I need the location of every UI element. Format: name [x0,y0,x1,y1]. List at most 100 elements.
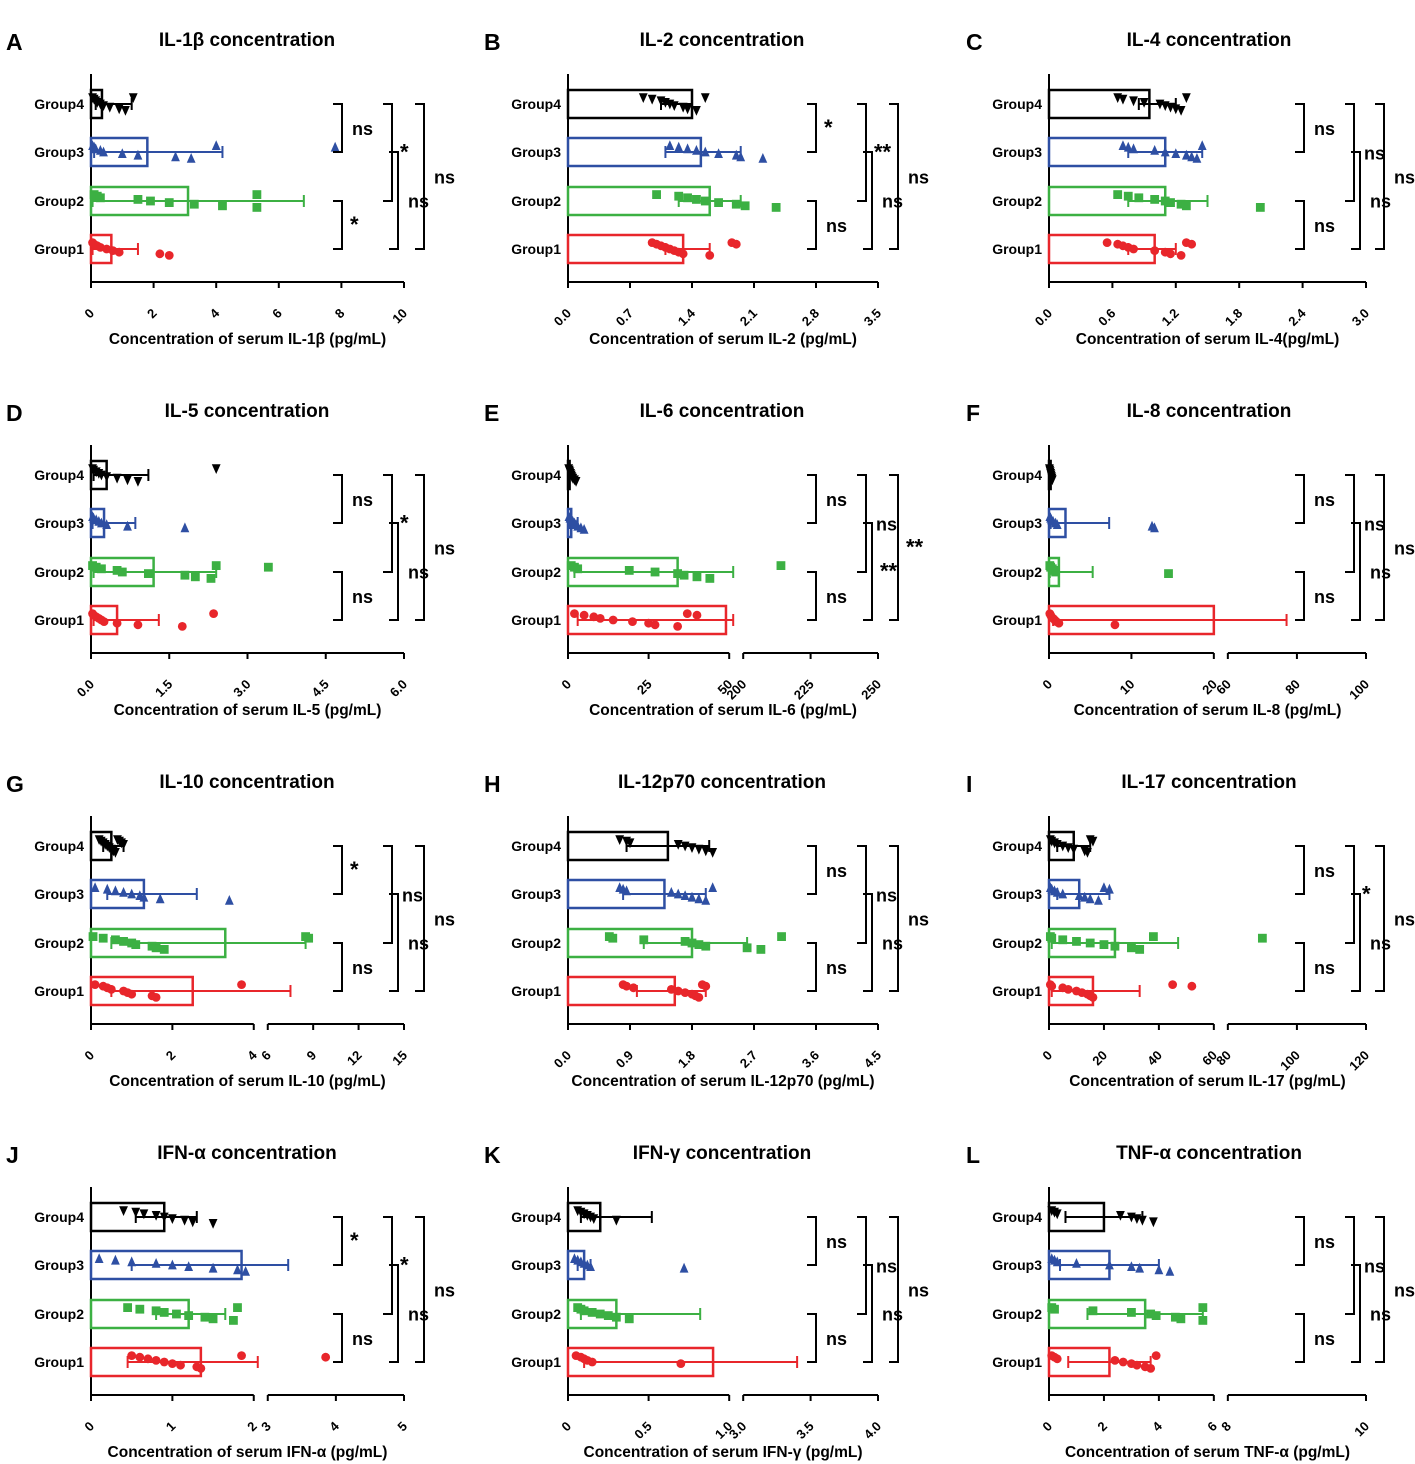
data-point [586,1261,595,1271]
chart-panel-b: B IL-2 concentration 0.0 0.7 1.4 2.1 2.8 3.5Con… [484,29,929,348]
significance-bracket [1295,1313,1305,1363]
data-point [330,141,340,152]
category-label: Group4 [992,467,1042,483]
x-axis-label: Concentration of serum IL-5 (pg/mL) [114,702,382,719]
data-point [692,145,701,155]
data-point [211,140,221,150]
data-point [180,570,190,580]
x-tick-label: 2 [163,1048,179,1064]
data-point [91,562,101,572]
data-point [1135,945,1145,954]
data-point [700,93,710,103]
chart-panel-c: C IL-4 concentration 0.0 0.6 1.2 1.8 2.4 3.0 Con… [966,29,1415,348]
significance-bracket [889,474,899,621]
category-label: Group4 [34,1209,84,1225]
x-tick-label: 60 [1213,677,1234,698]
x-axis-label: Concentration of serum IL-1β (pg/mL) [109,331,386,348]
data-point [665,140,675,150]
significance-bracket [889,103,899,250]
data-point [666,985,676,994]
x-tick-label: 2.4 [1285,305,1309,329]
significance-label: * [400,1253,409,1278]
data-point [304,933,314,943]
data-point [570,609,579,618]
data-point [127,888,137,899]
significance-label: ns [352,490,373,510]
data-point [1116,1211,1125,1221]
x-tick-label: 3.5 [861,306,884,329]
data-point [692,610,702,620]
data-point [159,945,169,954]
data-point [139,1209,149,1220]
data-point [159,1357,169,1367]
data-point [611,1312,621,1322]
data-point [121,106,130,116]
x-tick-label: 80 [1282,677,1303,698]
data-point [1197,140,1207,150]
data-point [705,251,715,260]
x-tick-label: 20 [1089,1048,1110,1069]
data-point [683,193,692,203]
data-point [1118,140,1128,150]
data-point [252,190,262,199]
panel-letter: F [966,400,980,426]
x-tick-label: 2.8 [799,306,822,329]
x-tick-label: 1.2 [1159,306,1182,329]
data-point [159,1308,169,1317]
significance-bracket [857,103,867,202]
significance-bracket [1351,1264,1361,1363]
significance-label: ns [1314,1329,1335,1349]
data-point [1148,932,1158,941]
data-point [208,1314,218,1324]
data-point [1072,937,1081,946]
data-point [151,1306,161,1316]
data-point [321,1352,331,1362]
data-point [155,249,165,259]
data-point [673,569,683,578]
significance-bracket [1351,893,1361,992]
data-point [608,615,618,625]
data-point [687,938,697,948]
significance-label: ns [1370,1305,1391,1325]
significance-label: * [350,857,359,882]
x-tick-label: 6 [269,306,285,322]
data-point [1069,844,1079,855]
data-point [638,93,648,103]
data-point [133,620,143,630]
data-point [687,843,697,853]
significance-label: * [350,212,359,237]
data-point [1102,238,1112,248]
category-label: Group4 [511,1209,561,1225]
chart-panel-l: L TNF-α concentration 0 2 4 68 10Concentration… [966,1142,1415,1461]
data-point [119,1206,128,1216]
significance-bracket [333,942,343,992]
data-point [1181,149,1191,160]
significance-label: ns [826,587,847,607]
data-point [131,1207,141,1218]
significance-bracket [1351,151,1361,250]
data-point [184,1311,194,1320]
significance-bracket [333,200,343,250]
significance-label: ns [1394,1281,1415,1301]
significance-bracket [1295,103,1305,153]
category-label: Group2 [511,935,561,951]
data-point [611,1215,621,1226]
data-point [151,1356,161,1365]
data-point [694,940,704,949]
significance-label: ns [1314,1232,1335,1252]
data-point [708,882,718,892]
significance-label: ns [1370,192,1391,212]
x-tick-label: 1.8 [675,1048,698,1071]
x-tick-label: 2 [1094,1419,1110,1435]
data-point [1123,191,1133,201]
data-point [112,618,122,628]
significance-bracket [415,474,425,621]
data-point [692,195,701,204]
significance-bracket [1295,1216,1305,1266]
data-point [1151,1311,1161,1320]
x-tick-label: 0.0 [74,677,97,700]
data-point [88,932,98,941]
x-tick-label: 0 [1039,1419,1055,1435]
